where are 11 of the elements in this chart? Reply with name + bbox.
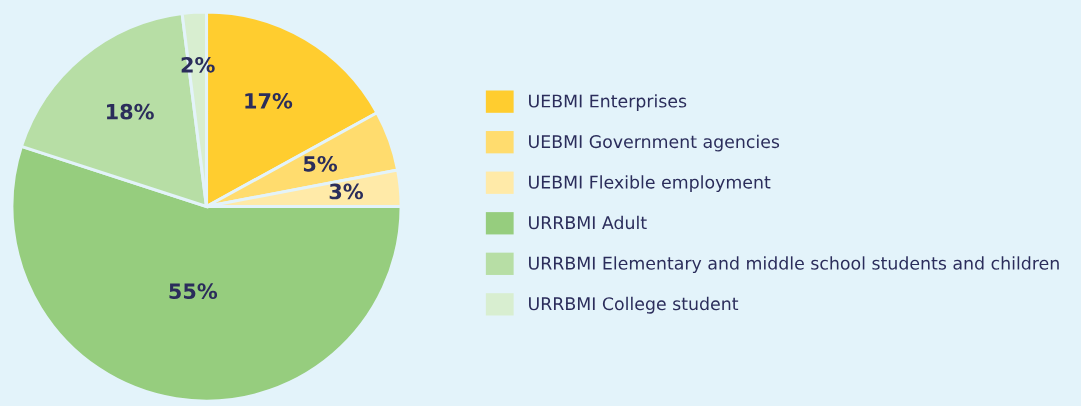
data-label: 17% <box>245 92 293 109</box>
legend-label: UEBMI Flexible employment <box>529 175 771 193</box>
legend-label: UEBMI Government agencies <box>529 134 780 152</box>
legend-label: URRBMI College student <box>529 296 739 314</box>
legend-label: URRBMI Adult <box>529 215 647 230</box>
legend-label: URRBMI Elementary and middle school students and children <box>529 256 1059 274</box>
data-label: 55% <box>169 283 218 300</box>
data-label: 5% <box>303 155 338 172</box>
data-label: 3% <box>329 183 364 200</box>
legend-label: UEBMI Enterprises <box>529 94 687 111</box>
data-label: 18% <box>107 103 154 120</box>
